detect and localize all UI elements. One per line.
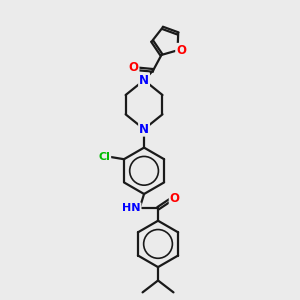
Text: O: O [128,61,139,74]
Text: O: O [176,44,186,57]
Text: HN: HN [122,203,140,213]
Text: N: N [139,74,149,87]
Text: Cl: Cl [98,152,110,162]
Text: N: N [139,123,149,136]
Text: O: O [170,192,180,205]
